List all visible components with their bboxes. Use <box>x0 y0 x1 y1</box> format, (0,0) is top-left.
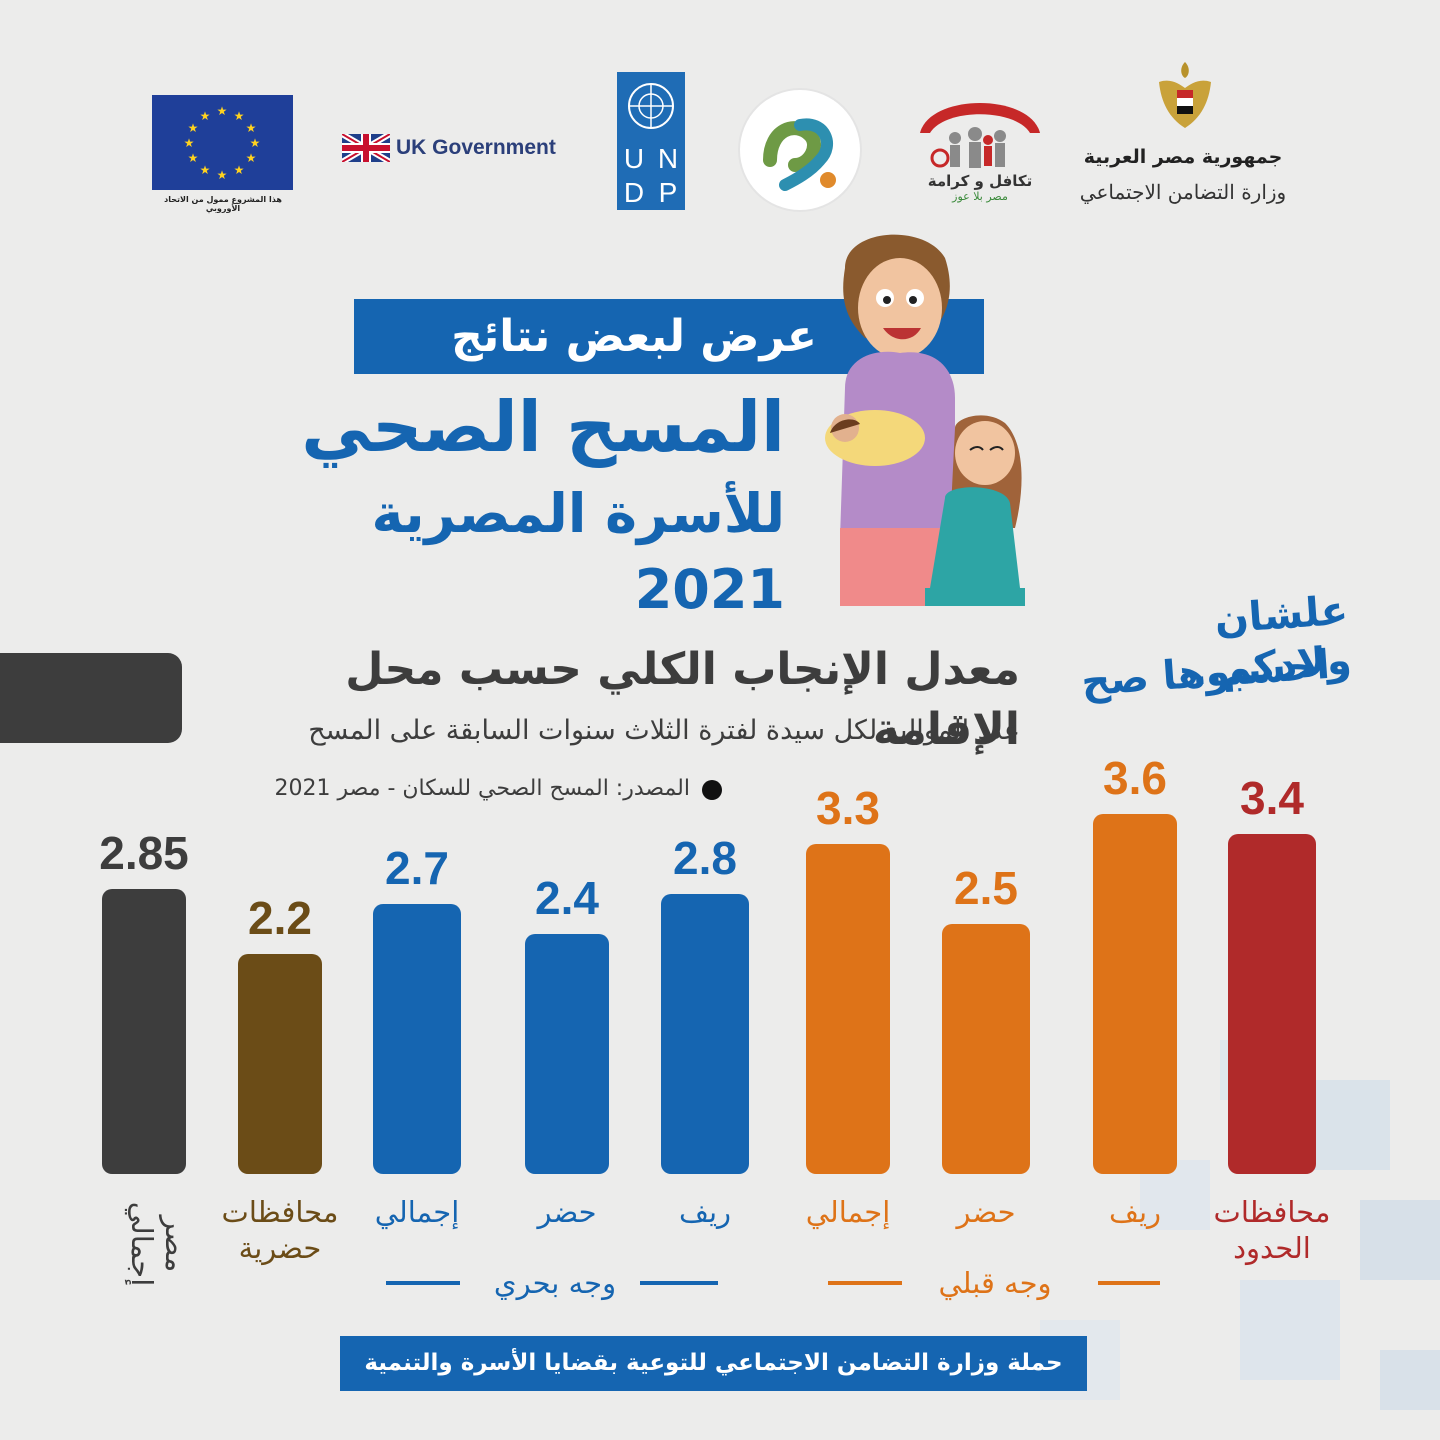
svg-text:★: ★ <box>234 163 245 177</box>
chart-title: معدل الإنجاب الكلي حسب محل الإقامة <box>345 644 1020 755</box>
category-label: إجمالي <box>124 1202 159 1287</box>
category-label: إجمالي <box>375 1195 460 1230</box>
title-banner-text: عرض لبعض نتائج <box>451 311 817 362</box>
svg-text:★: ★ <box>234 109 245 123</box>
bar-value-label: 2.5 <box>954 862 1018 914</box>
takaful-name: تكافل و كرامة <box>927 172 1033 190</box>
category-label: حضر <box>954 1195 1015 1229</box>
bar-value-label: 3.6 <box>1103 752 1167 804</box>
bar <box>373 904 461 1174</box>
svg-text:★: ★ <box>217 168 228 182</box>
svg-text:★: ★ <box>188 151 199 165</box>
ministry-name: وزارة التضامن الاجتماعي <box>1079 180 1287 204</box>
svg-text:★: ★ <box>246 151 257 165</box>
svg-text:★: ★ <box>250 136 261 150</box>
undp-letter: U <box>623 143 645 174</box>
eagle-emblem-icon <box>1159 62 1211 128</box>
bar-value-label: 3.4 <box>1240 772 1304 824</box>
eu-flag-logo: ★ ★ ★ ★ ★ ★ ★ ★ ★ ★ ★ ★ <box>152 95 293 190</box>
svg-text:★: ★ <box>246 121 257 135</box>
category-label: الحدود <box>1233 1231 1311 1265</box>
bar-value-label: 2.2 <box>248 892 312 944</box>
page-subtitle: للأسرة المصرية 2021 <box>371 482 785 621</box>
category-label: ريف <box>679 1195 731 1229</box>
bar <box>238 954 322 1174</box>
bar <box>102 889 186 1174</box>
waai-logo <box>740 90 860 210</box>
category-label: ريف <box>1109 1195 1161 1229</box>
undp-letter: D <box>623 177 645 208</box>
bar <box>525 934 609 1174</box>
bar <box>942 924 1030 1174</box>
mother-children-illustration <box>825 234 1025 606</box>
eu-caption: هذا المشروع ممول من الاتحاد الأوروبي <box>164 195 282 213</box>
uk-government-logo: UK Government <box>342 134 556 162</box>
svg-text:★: ★ <box>200 109 211 123</box>
bar <box>1093 814 1177 1174</box>
category-label: حضر <box>535 1195 596 1229</box>
takaful-tagline: مصر بلا عوز <box>952 190 1008 203</box>
category-label: إجمالي <box>806 1195 891 1230</box>
bar <box>806 844 890 1174</box>
undp-logo: U N D P <box>617 72 685 210</box>
chart-side-tab <box>0 653 182 743</box>
page-title: المسح الصحي <box>301 386 785 468</box>
footer-campaign-text: حملة وزارة التضامن الاجتماعي للتوعية بقض… <box>364 1350 1063 1376</box>
undp-letter: N <box>657 143 679 174</box>
takaful-karama-logo: تكافل و كرامة مصر بلا عوز <box>910 88 1050 208</box>
bar <box>661 894 749 1174</box>
un-globe-icon <box>628 83 674 129</box>
bar-value-label: 2.7 <box>385 842 449 894</box>
bar-value-label: 2.8 <box>673 832 737 884</box>
footer-banner <box>340 1336 1087 1391</box>
union-jack-icon <box>342 134 390 162</box>
svg-text:★: ★ <box>200 163 211 177</box>
bar-value-label: 3.3 <box>816 782 880 834</box>
bar-value-label: 2.4 <box>535 872 599 924</box>
chart-subtitle: عدد المواليد لكل سيدة لفترة الثلاث سنوات… <box>308 715 1020 746</box>
waai-mark-icon <box>763 118 836 191</box>
umbrella-family-icon <box>920 103 1040 168</box>
svg-text:★: ★ <box>217 104 228 118</box>
svg-text:★: ★ <box>188 121 199 135</box>
category-label: مصر <box>159 1214 193 1273</box>
eu-stars-icon: ★ ★★ ★★★ ★★★ ★★★ <box>184 104 261 182</box>
chart-source: المصدر: المسح الصحي للسكان - مصر 2021 <box>274 776 690 801</box>
ministry-country-name: جمهورية مصر العربية <box>1083 146 1283 168</box>
uk-government-label: UK Government <box>396 136 556 159</box>
category-label: محافظات <box>1214 1195 1331 1229</box>
group-label: وجه قبلي <box>938 1266 1051 1301</box>
category-label: حضرية <box>239 1231 322 1265</box>
source-bullet-icon <box>702 780 722 800</box>
svg-text:★: ★ <box>184 136 195 150</box>
group-label: وجه بحري <box>494 1266 616 1300</box>
undp-letter: P <box>658 177 678 208</box>
bar-value-label: 2.85 <box>99 827 189 879</box>
bar <box>1228 834 1316 1174</box>
category-label: محافظات <box>222 1195 339 1229</box>
